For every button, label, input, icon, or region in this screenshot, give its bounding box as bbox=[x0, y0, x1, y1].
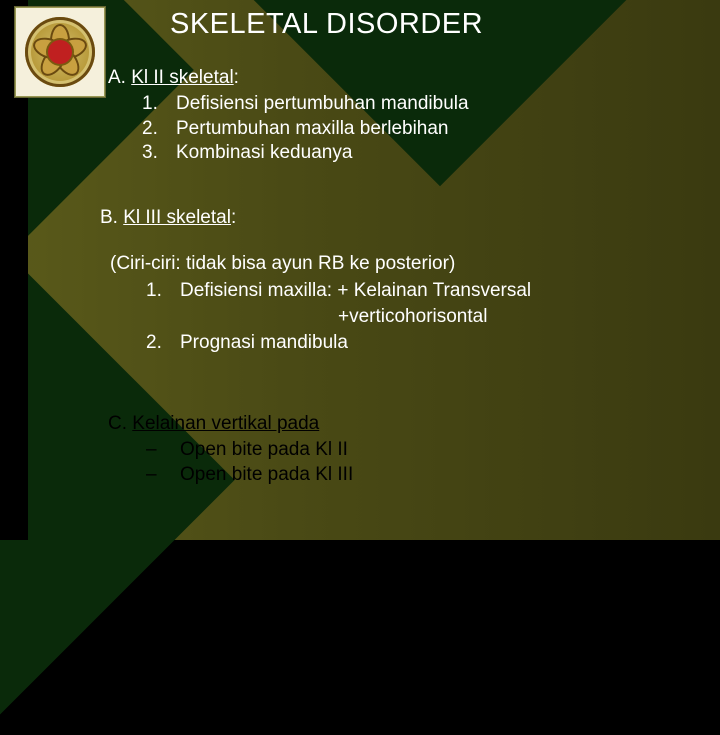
section-b-title-underlined: Kl III skeletal bbox=[123, 207, 231, 228]
section-a: A. Kl II skeletal: 1. Defisiensi pertumb… bbox=[108, 66, 469, 165]
item-text: Prognasi mandibula bbox=[180, 331, 348, 355]
item-number: 2. bbox=[146, 331, 180, 355]
section-a-suffix: : bbox=[234, 67, 239, 88]
section-a-prefix: A. bbox=[108, 67, 131, 88]
item-text: Defisiensi pertumbuhan mandibula bbox=[176, 92, 469, 116]
item-text: Defisiensi maxilla: + Kelainan Transvers… bbox=[180, 279, 531, 303]
slide-title: SKELETAL DISORDER bbox=[170, 8, 483, 41]
item-dash: – bbox=[142, 463, 180, 487]
item-text: Open bite pada Kl III bbox=[180, 463, 353, 487]
item-continuation: +verticohorisontal bbox=[338, 305, 531, 329]
slide-content: SKELETAL DISORDER A. Kl II skeletal: 1. … bbox=[0, 0, 720, 540]
section-b-header: B. Kl III skeletal: bbox=[100, 206, 531, 230]
item-text: Kombinasi keduanya bbox=[176, 141, 352, 165]
list-item: 1. Defisiensi pertumbuhan mandibula bbox=[142, 92, 469, 116]
item-text: Pertumbuhan maxilla berlebihan bbox=[176, 117, 449, 141]
item-text: Open bite pada Kl II bbox=[180, 438, 348, 462]
section-c-prefix: C. bbox=[108, 413, 132, 434]
list-item: – Open bite pada Kl II bbox=[142, 438, 353, 462]
item-number: 1. bbox=[146, 279, 180, 303]
section-b-prefix: B. bbox=[100, 207, 123, 228]
section-a-items: 1. Defisiensi pertumbuhan mandibula 2. P… bbox=[142, 92, 469, 165]
section-b-note: (Ciri-ciri: tidak bisa ayun RB ke poster… bbox=[110, 252, 531, 276]
list-item: 1. Defisiensi maxilla: + Kelainan Transv… bbox=[146, 279, 531, 303]
section-a-title-underlined: Kl II skeletal bbox=[131, 67, 233, 88]
list-item: 2. Prognasi mandibula bbox=[146, 331, 531, 355]
section-b-suffix: : bbox=[231, 207, 236, 228]
section-b-items: 1. Defisiensi maxilla: + Kelainan Transv… bbox=[146, 279, 531, 303]
section-c-title-underlined: Kelainan vertikal pada bbox=[132, 413, 319, 434]
section-a-header: A. Kl II skeletal: bbox=[108, 66, 469, 90]
list-item: 3. Kombinasi keduanya bbox=[142, 141, 469, 165]
list-item: – Open bite pada Kl III bbox=[142, 463, 353, 487]
section-c: C. Kelainan vertikal pada – Open bite pa… bbox=[108, 412, 353, 487]
section-b-items: 2. Prognasi mandibula bbox=[146, 331, 531, 355]
item-number: 3. bbox=[142, 141, 176, 165]
section-b: B. Kl III skeletal: (Ciri-ciri: tidak bi… bbox=[100, 206, 531, 356]
section-c-header: C. Kelainan vertikal pada bbox=[108, 412, 353, 436]
item-number: 1. bbox=[142, 92, 176, 116]
item-number: 2. bbox=[142, 117, 176, 141]
list-item: 2. Pertumbuhan maxilla berlebihan bbox=[142, 117, 469, 141]
section-c-items: – Open bite pada Kl II – Open bite pada … bbox=[142, 438, 353, 487]
item-dash: – bbox=[142, 438, 180, 462]
